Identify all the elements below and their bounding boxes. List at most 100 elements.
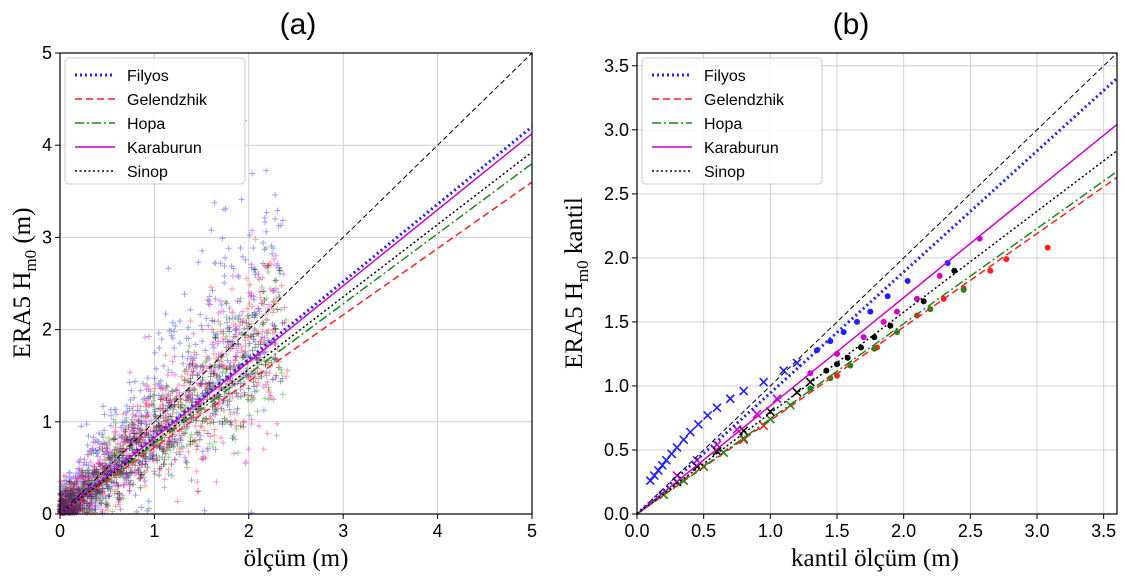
scatter-point [209, 341, 216, 348]
scatter-point [152, 406, 159, 413]
scatter-point [97, 493, 104, 500]
scatter-point [91, 467, 98, 474]
scatter-point [139, 438, 146, 445]
scatter-point [67, 506, 74, 513]
scatter-point [242, 354, 249, 361]
scatter-point [202, 347, 209, 354]
scatter-point [192, 363, 199, 370]
scatter-point [236, 329, 243, 336]
scatter-point [197, 422, 204, 429]
scatter-point [72, 506, 79, 513]
scatter-point [62, 500, 69, 507]
panel-b-xlabel: kantil ölçüm (m) [791, 545, 959, 572]
scatter-point [213, 408, 220, 415]
scatter-point [119, 419, 126, 426]
scatter-point [212, 260, 219, 267]
scatter-point [182, 388, 189, 395]
scatter-point [212, 446, 219, 453]
panel-b-title: (b) [833, 8, 870, 41]
scatter-point [85, 471, 92, 478]
scatter-point [168, 402, 175, 409]
scatter-point [97, 497, 104, 504]
scatter-point [61, 499, 68, 506]
scatter-point [85, 484, 92, 491]
scatter-point [167, 447, 174, 454]
panel-a-ylabel-prefix: ERA5 H [9, 272, 36, 359]
scatter-point [169, 406, 176, 413]
scatter-point [252, 327, 259, 334]
scatter-point [87, 477, 94, 484]
scatter-point [218, 308, 225, 315]
quantile-series-hopa [659, 286, 967, 500]
scatter-point [158, 396, 165, 403]
scatter-point [261, 246, 268, 253]
scatter-point [225, 339, 232, 346]
scatter-point [76, 504, 83, 511]
scatter-point [126, 481, 133, 488]
scatter-point [283, 373, 290, 380]
scatter-point [189, 395, 196, 402]
scatter-point [257, 354, 264, 361]
scatter-point [66, 474, 73, 481]
scatter-point [200, 367, 207, 374]
scatter-point [60, 501, 67, 508]
scatter-point [86, 494, 93, 501]
scatter-point [237, 245, 244, 252]
scatter-point [211, 318, 218, 325]
scatter-point [69, 506, 76, 513]
scatter-point [185, 324, 192, 331]
scatter-point [121, 482, 128, 489]
scatter-point [57, 506, 64, 513]
y-tick-label: 0 [42, 504, 52, 524]
scatter-point [144, 507, 151, 514]
scatter-point [139, 427, 146, 434]
scatter-point [61, 487, 68, 494]
scatter-point [127, 428, 134, 435]
scatter-point [87, 459, 94, 466]
scatter-series-filyos [57, 117, 286, 517]
panel-a-xlabel: ölçüm (m) [244, 545, 349, 572]
scatter-point [249, 227, 256, 234]
scatter-point [275, 264, 282, 271]
scatter-point [282, 317, 289, 324]
scatter-point [255, 305, 262, 312]
scatter-point [69, 482, 76, 489]
scatter-point [60, 500, 67, 507]
scatter-point [64, 488, 71, 495]
scatter-point [164, 402, 171, 409]
scatter-point [62, 491, 69, 498]
scatter-point [72, 506, 79, 513]
scatter-point [121, 469, 128, 476]
scatter-point [137, 470, 144, 477]
scatter-point [77, 455, 84, 462]
scatter-point [168, 369, 175, 376]
scatter-point [71, 506, 78, 513]
scatter-point [268, 261, 275, 268]
quantile-dot-point [914, 295, 920, 302]
scatter-point [226, 315, 233, 322]
scatter-point [132, 433, 139, 440]
scatter-point [176, 389, 183, 396]
scatter-point [68, 494, 75, 501]
scatter-point [131, 446, 138, 453]
scatter-point [111, 452, 118, 459]
scatter-point [96, 488, 103, 495]
scatter-point [178, 373, 185, 380]
scatter-point [121, 438, 128, 445]
scatter-point [206, 394, 213, 401]
scatter-point [149, 452, 156, 459]
scatter-point [139, 457, 146, 464]
scatter-point [82, 480, 89, 487]
scatter-point [71, 505, 78, 512]
scatter-point [248, 320, 255, 327]
scatter-point [87, 475, 94, 482]
scatter-point [123, 445, 130, 452]
scatter-point [77, 501, 84, 508]
scatter-point [233, 345, 240, 352]
scatter-point [166, 399, 173, 406]
legend-label-gelendzhik: Gelendzhik [704, 92, 785, 109]
scatter-point [270, 326, 277, 333]
scatter-point [122, 436, 129, 443]
scatter-point [104, 485, 111, 492]
scatter-point [95, 446, 102, 453]
